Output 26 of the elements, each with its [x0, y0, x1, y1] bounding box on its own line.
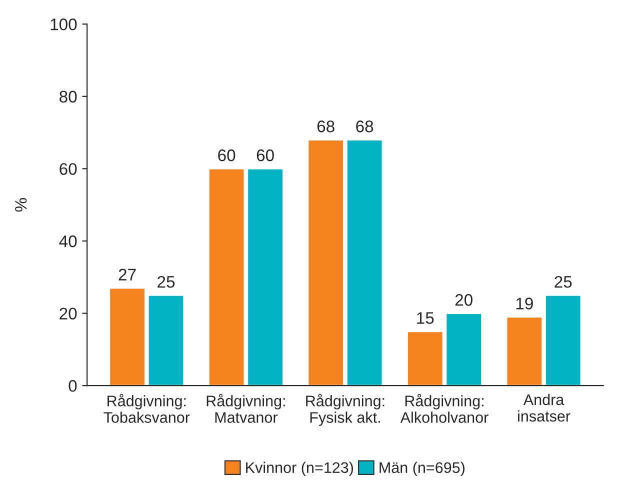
data-label: 60 — [256, 149, 274, 162]
y-tick-label: 20 — [60, 308, 77, 320]
data-label: 68 — [356, 120, 374, 132]
x-tick-label: Andra insatser — [518, 394, 570, 422]
data-label: 27 — [118, 268, 136, 280]
data-label: 25 — [158, 276, 175, 288]
y-tick-label: 100 — [50, 18, 77, 30]
bar — [406, 330, 444, 386]
x-tick-label: Rådgivning: Fysisk akt. — [306, 394, 384, 426]
data-label: 19 — [516, 298, 533, 310]
data-label: 68 — [317, 120, 334, 132]
x-tick-label: Rådgivning: Tobaksvanor — [104, 394, 190, 423]
y-axis-title: % — [15, 198, 27, 212]
data-label: 15 — [417, 312, 434, 324]
y-tick-label: 40 — [59, 235, 77, 248]
data-label: 60 — [218, 149, 236, 162]
bar — [445, 312, 482, 386]
data-label: 25 — [554, 276, 572, 288]
legend-label: Män (n=695) — [380, 462, 465, 476]
legend-label: Kvinnor (n=123) — [246, 462, 354, 476]
y-tick-label: 80 — [60, 90, 77, 103]
data-label: 20 — [455, 294, 472, 306]
x-tick-label: Rådgivning: Alkoholvanor — [400, 394, 488, 423]
y-tick-label: 0 — [68, 380, 77, 392]
x-tick-label: Rådgivning: Matvanor — [206, 394, 285, 423]
y-tick-label: 60 — [60, 163, 77, 175]
